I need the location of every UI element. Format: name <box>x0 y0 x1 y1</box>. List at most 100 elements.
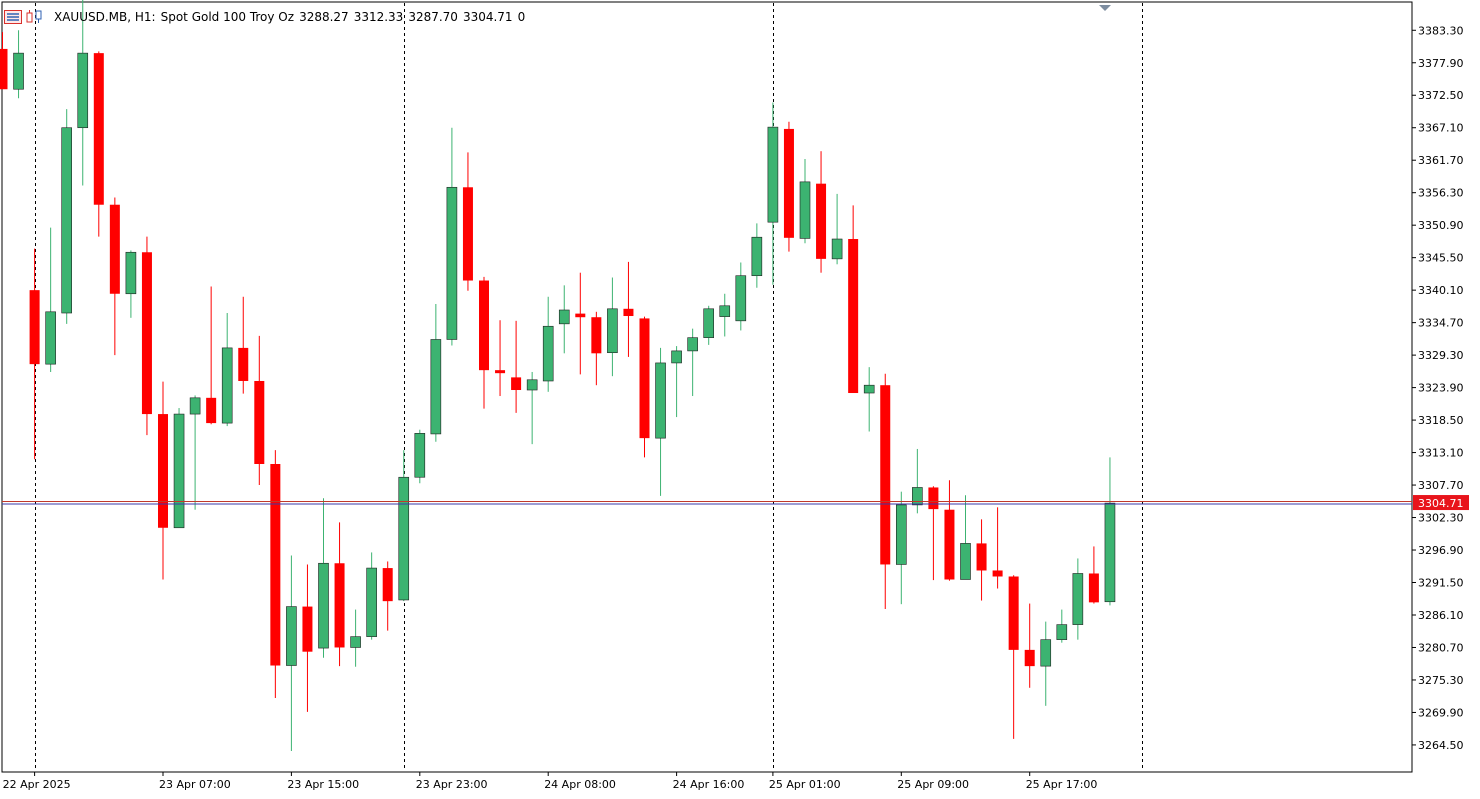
bull-candle-body <box>446 186 458 340</box>
candle <box>848 205 859 394</box>
bear-candle-body <box>462 187 473 281</box>
bull-candle-body <box>1072 573 1084 625</box>
candle <box>238 296 249 394</box>
candle <box>863 367 875 432</box>
candle <box>655 347 666 496</box>
candle <box>1008 575 1019 739</box>
ohlc-open: 3288.27 <box>299 10 349 24</box>
candle <box>495 320 506 397</box>
price-tick-label: 3318.50 <box>1418 414 1464 427</box>
candle <box>831 193 843 265</box>
current-price-line <box>2 501 1412 505</box>
time-tick-label: 23 Apr 07:00 <box>159 778 231 791</box>
price-tick-label: 3329.30 <box>1418 349 1464 362</box>
bear-candle-body <box>1008 576 1019 650</box>
price-tick-label: 3280.70 <box>1418 641 1464 654</box>
price-tick-label: 3367.10 <box>1418 122 1464 135</box>
bull-candle-body <box>398 476 410 601</box>
bear-candle-body <box>270 464 281 666</box>
bear-candle-body <box>334 563 345 648</box>
candle <box>880 373 891 609</box>
candle <box>1024 603 1035 688</box>
bull-candle-body <box>558 309 570 325</box>
price-tick-label: 3356.30 <box>1418 187 1464 200</box>
candle-icon[interactable] <box>26 10 44 24</box>
bull-candle-body <box>542 325 554 382</box>
time-tick-label: 23 Apr 15:00 <box>287 778 359 791</box>
bull-candle-body <box>671 350 682 364</box>
bull-candle-body <box>735 275 747 322</box>
bull-candle-body <box>960 543 971 580</box>
table-icon[interactable] <box>4 10 22 24</box>
price-tick-label: 3361.70 <box>1418 154 1464 167</box>
price-tick-label: 3377.90 <box>1418 57 1464 70</box>
symbol-description: Spot Gold 100 Troy Oz <box>160 10 295 24</box>
bear-candle-body <box>944 509 955 580</box>
bull-candle-body <box>286 606 297 666</box>
candle <box>13 30 24 99</box>
candle <box>446 127 458 346</box>
bull-candle-body <box>895 504 907 565</box>
price-tick-label: 3383.30 <box>1418 24 1464 37</box>
candle <box>414 429 426 484</box>
plot-frame <box>1 1 1413 773</box>
bear-candle-body <box>575 313 586 318</box>
candle <box>895 491 907 605</box>
candles <box>0 0 1116 751</box>
chart-shift-marker[interactable] <box>1099 5 1111 11</box>
candle <box>109 197 120 356</box>
bear-candle-body <box>238 347 249 381</box>
bull-candle-body <box>655 362 666 439</box>
bull-candle-body <box>414 433 426 478</box>
bear-candle-body <box>254 380 265 464</box>
time-tick-label: 23 Apr 23:00 <box>416 778 488 791</box>
time-tick-label: 25 Apr 17:00 <box>1026 778 1098 791</box>
candle <box>125 250 137 318</box>
candle <box>1088 546 1099 604</box>
bull-candle-body <box>77 52 89 129</box>
candle <box>703 305 715 345</box>
candle <box>912 448 923 514</box>
price-tick-label: 3269.90 <box>1418 706 1464 719</box>
candle <box>270 450 281 699</box>
current-price-label-bg <box>1413 495 1469 511</box>
candle <box>783 121 794 252</box>
time-tick-label: 24 Apr 08:00 <box>544 778 616 791</box>
bear-candle-body <box>848 239 859 394</box>
candle <box>45 227 56 372</box>
bull-candle-body <box>366 567 377 637</box>
bull-candle-body <box>703 308 715 338</box>
candle <box>462 152 473 291</box>
bull-candle-body <box>799 181 811 239</box>
bull-candle-body <box>13 52 24 90</box>
bull-candle-body <box>221 347 233 424</box>
time-axis: 22 Apr 2025 23 Apr 07:00 23 Apr 15:00 23 Ap… <box>3 772 1098 791</box>
bear-candle-body <box>511 377 522 391</box>
time-tick-label: 25 Apr 09:00 <box>897 778 969 791</box>
price-axis: 3383.30 3377.90 3372.50 3367.10 3361.70 3356.… <box>1412 24 1469 752</box>
candle <box>29 248 40 460</box>
price-tick-label: 3291.50 <box>1418 577 1464 590</box>
candle <box>93 51 104 237</box>
candle <box>61 109 73 324</box>
candle <box>687 328 698 397</box>
candle <box>0 32 8 90</box>
bear-candle-body <box>93 53 104 205</box>
bull-candle-body <box>189 397 201 415</box>
candle <box>286 555 297 751</box>
bull-candle-body <box>863 384 875 394</box>
bear-candle-body <box>206 397 217 424</box>
bull-candle-body <box>61 127 73 314</box>
bear-candle-body <box>302 606 313 652</box>
candle <box>302 564 313 712</box>
candle <box>221 313 233 427</box>
bull-candle-body <box>318 562 329 649</box>
candle <box>575 272 586 375</box>
price-tick-label: 3275.30 <box>1418 674 1464 687</box>
ohlc-close: 3304.71 <box>462 10 513 24</box>
chart-header: XAUUSD.MB, H1: Spot Gold 100 Troy Oz 3288.… <box>4 8 530 26</box>
bear-candle-body <box>816 183 827 259</box>
candle <box>976 519 987 601</box>
